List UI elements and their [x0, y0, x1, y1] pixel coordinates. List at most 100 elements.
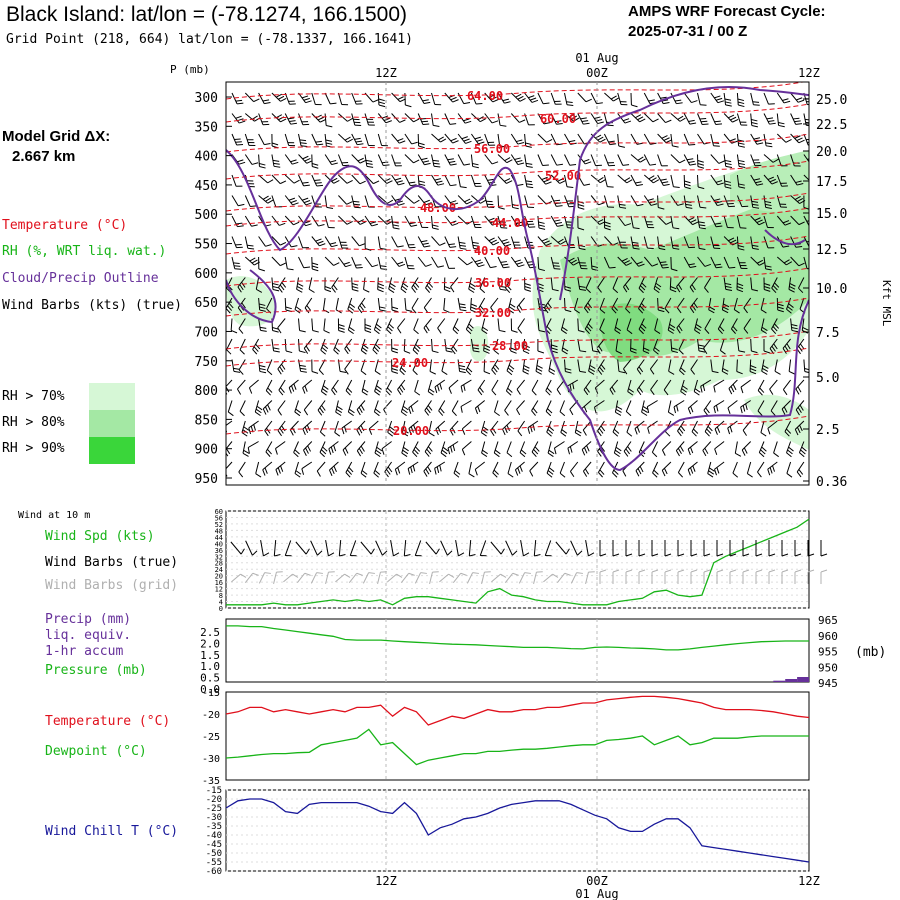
wind-barb	[721, 359, 729, 375]
wind-barb	[757, 461, 765, 478]
wind-barb	[760, 318, 768, 334]
wind-barb	[302, 379, 313, 394]
wind-barb	[284, 92, 296, 105]
wind-barb	[441, 359, 448, 375]
wind-barb	[743, 318, 752, 334]
wind-barb	[451, 400, 459, 416]
wind-barb	[710, 256, 723, 269]
wind-barb	[364, 236, 372, 251]
height-tick-label: 10.0	[816, 282, 847, 297]
grid-wind-barb	[807, 569, 815, 584]
temp-tick-label: -25	[202, 732, 220, 743]
precip-tick-label: 0.5	[200, 672, 220, 685]
wind-barb	[714, 441, 725, 456]
wind-barb	[470, 133, 485, 145]
grid-wind-barb	[585, 571, 595, 584]
wind-barb	[417, 256, 432, 267]
grid-wind-barb	[466, 572, 479, 584]
wind-barb	[636, 379, 645, 396]
grid-wind-barb	[429, 571, 439, 584]
wind-barb	[661, 441, 672, 456]
wind-barb	[597, 461, 605, 478]
wind-barb	[517, 318, 526, 334]
wind-barb	[668, 359, 675, 375]
wind-barb	[763, 92, 775, 105]
wind-barb	[657, 133, 672, 144]
legend-rh: RH (%, WRT liq. wat.)	[2, 244, 167, 259]
wind-barb	[710, 236, 721, 249]
wind-barb	[471, 195, 487, 204]
grid-wind-barb	[703, 569, 711, 584]
grid-wind-barb	[283, 573, 299, 583]
grid-wind-barb	[244, 572, 259, 584]
wind-barb	[377, 236, 387, 250]
wind-barb	[776, 154, 788, 167]
wind-barb	[727, 400, 738, 415]
wind-barb	[351, 215, 367, 225]
wind-barb	[284, 113, 297, 125]
wind-barb	[411, 277, 420, 293]
wind-barb	[750, 154, 762, 167]
wind-barb	[613, 441, 622, 458]
wind-tick-label: 60	[215, 508, 223, 516]
wind-barb	[687, 461, 698, 476]
surface-wind-barb	[612, 540, 620, 557]
windchill-tick-label: -50	[206, 849, 222, 859]
wind-barb	[497, 277, 507, 291]
wind-barb	[258, 92, 271, 105]
wind-barb	[782, 379, 791, 396]
wind-barb	[444, 195, 459, 206]
rh-70-swatch	[89, 383, 135, 410]
wind-tick-label: 24	[215, 566, 223, 574]
wind-barb	[790, 174, 804, 186]
wind-barb	[524, 215, 536, 228]
wind-barb	[746, 461, 753, 478]
wind-barb	[516, 379, 525, 395]
wind-barb	[377, 297, 387, 312]
pressure-tick-label: 350	[195, 120, 218, 135]
grid-wind-barb	[400, 572, 415, 584]
wind-barb	[324, 195, 334, 210]
wind-barb	[784, 420, 792, 437]
wind-barb	[740, 400, 751, 414]
surface-wind-barb	[440, 540, 453, 556]
wind-barb	[502, 420, 512, 436]
surface-wind-barb	[349, 540, 357, 557]
wind-barb	[683, 256, 697, 268]
wind-barb	[626, 420, 633, 437]
surface-wind-barb	[295, 541, 310, 555]
contour-label: 52.00	[545, 169, 581, 183]
wind-barb	[470, 154, 479, 169]
wind-barb	[654, 318, 661, 334]
wind-barb	[790, 256, 805, 267]
wind-barb	[301, 461, 313, 475]
wind-barb	[599, 318, 605, 335]
wind-barb	[465, 318, 474, 335]
wind-barb	[510, 338, 517, 354]
grid-wind-barb	[556, 572, 571, 584]
temperature-contour	[226, 82, 806, 100]
wind-barb	[790, 133, 805, 144]
wind-barb	[697, 154, 705, 169]
wind-barb	[423, 461, 432, 477]
wind-barb	[560, 318, 568, 334]
wind-barb	[769, 379, 778, 395]
wind-tick-label: 20	[215, 573, 223, 581]
wind-barb	[529, 461, 539, 477]
wind-barb	[661, 461, 672, 477]
wind-barb	[417, 215, 429, 228]
pressure-tick-label: 945	[818, 677, 838, 690]
wind-barb	[391, 113, 406, 123]
grid-wind-barb	[755, 569, 763, 584]
wind-barb	[757, 379, 765, 396]
wind-barb	[457, 359, 466, 374]
wind-barb	[275, 461, 286, 476]
wind-barb	[400, 277, 409, 294]
wind-barb	[670, 113, 686, 122]
wind-barb	[338, 215, 353, 225]
cloud-outline	[226, 85, 809, 472]
wind-barb	[750, 174, 764, 186]
wind-barb	[364, 195, 375, 208]
wind-barb	[736, 195, 749, 208]
windchill-tick-label: -55	[206, 858, 222, 868]
